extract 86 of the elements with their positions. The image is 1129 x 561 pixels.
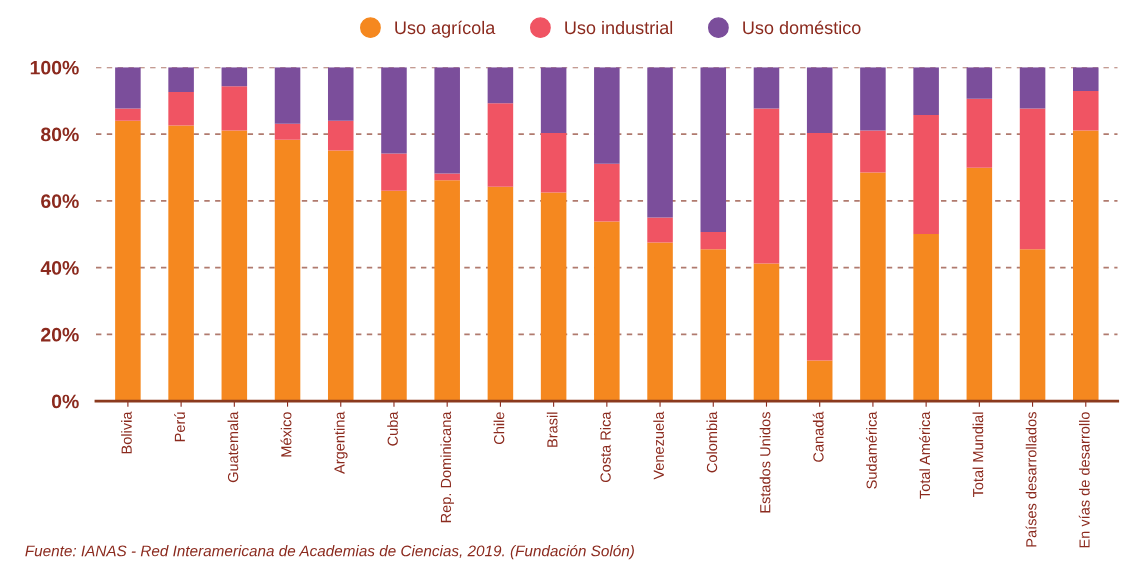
- bar: [753, 108, 780, 264]
- x-tick-label: Venezuela: [653, 411, 664, 480]
- legend-label: Uso agrícola: [395, 20, 496, 38]
- bar: [274, 67, 301, 124]
- y-tick-label: 60%: [41, 194, 79, 209]
- x-tick-label: Guatemala: [227, 411, 239, 483]
- bar: [966, 167, 993, 402]
- bar: [860, 130, 886, 173]
- x-tick-label: Chile: [493, 412, 505, 445]
- y-tick-label: 40%: [40, 261, 79, 275]
- bar: [860, 172, 886, 402]
- bar: [434, 180, 460, 402]
- bar: [966, 98, 993, 168]
- bar: [1073, 130, 1099, 402]
- legend-label: Uso doméstico: [743, 20, 861, 35]
- bar: [594, 221, 620, 402]
- bar: [1073, 67, 1099, 92]
- bar: [327, 150, 354, 402]
- bar: [647, 242, 673, 402]
- x-tick-label: En vías de desarrollo: [1078, 412, 1090, 548]
- bar: [274, 139, 301, 402]
- bar: [1019, 108, 1046, 250]
- bar: [221, 130, 248, 402]
- bar: [806, 67, 833, 134]
- bar: [327, 120, 354, 151]
- x-tick-label: Rep. Dominicana: [440, 411, 454, 523]
- bar: [700, 231, 727, 250]
- bar: [540, 133, 567, 193]
- bar: [115, 108, 141, 121]
- x-tick-label: Brasil: [546, 412, 558, 447]
- x-tick-label: México: [280, 412, 292, 457]
- bar: [700, 249, 727, 402]
- bar: [221, 67, 248, 87]
- bar: [487, 67, 514, 104]
- bar: [168, 67, 194, 93]
- legend-label: Uso industrial: [565, 20, 673, 35]
- bar: [434, 173, 460, 181]
- bar: [327, 67, 354, 121]
- bar: [860, 67, 886, 131]
- bar: [966, 67, 993, 99]
- bar: [168, 125, 194, 402]
- bar: [700, 67, 727, 232]
- bar: [913, 233, 939, 402]
- x-tick-label: Total América: [919, 411, 931, 499]
- bar: [647, 217, 673, 243]
- bar: [115, 120, 141, 402]
- bar: [381, 67, 407, 154]
- x-tick-label: Estados Unidos: [759, 412, 771, 513]
- bar: [381, 190, 407, 402]
- bar: [168, 92, 194, 126]
- x-tick-label: Cuba: [387, 411, 398, 446]
- y-tick-label: 100%: [30, 60, 79, 75]
- bar: [434, 67, 460, 174]
- x-tick-label: Sudamérica: [865, 411, 877, 489]
- x-tick-label: Costa Rica: [600, 411, 611, 483]
- bar: [381, 153, 407, 191]
- bar: [1019, 67, 1046, 109]
- bar: [487, 186, 514, 402]
- bar: [913, 67, 939, 116]
- y-tick-label: 0%: [51, 394, 79, 409]
- x-tick-label: Canadá: [812, 411, 824, 462]
- bar: [647, 67, 673, 218]
- bar: [221, 86, 248, 131]
- bar: [115, 67, 141, 109]
- bar: [1073, 91, 1099, 131]
- x-tick-label: Países desarrollados: [1025, 412, 1037, 547]
- bar: [594, 163, 620, 222]
- x-tick-label: Perú: [174, 412, 186, 442]
- y-tick-label: 20%: [41, 327, 79, 342]
- bar: [487, 103, 514, 187]
- bar: [540, 192, 567, 402]
- x-tick-label: Colombia: [706, 411, 718, 473]
- bar: [274, 123, 301, 140]
- x-tick-label: Total Mundial: [972, 412, 984, 498]
- bar: [806, 133, 833, 361]
- bar: [540, 67, 567, 134]
- source-note: Fuente: IANAS - Red Interamericana de Academias de Ciencias, 2019. (Fundación Solón): [25, 544, 634, 560]
- x-tick-label: Bolivia: [121, 411, 132, 454]
- bar: [753, 67, 780, 109]
- bar: [913, 115, 939, 234]
- bar: [1019, 249, 1046, 402]
- x-tick-label: Argentina: [333, 411, 348, 474]
- bar: [594, 67, 620, 164]
- y-tick-label: 80%: [41, 127, 79, 142]
- bar: [753, 263, 780, 402]
- bar: [806, 360, 833, 402]
